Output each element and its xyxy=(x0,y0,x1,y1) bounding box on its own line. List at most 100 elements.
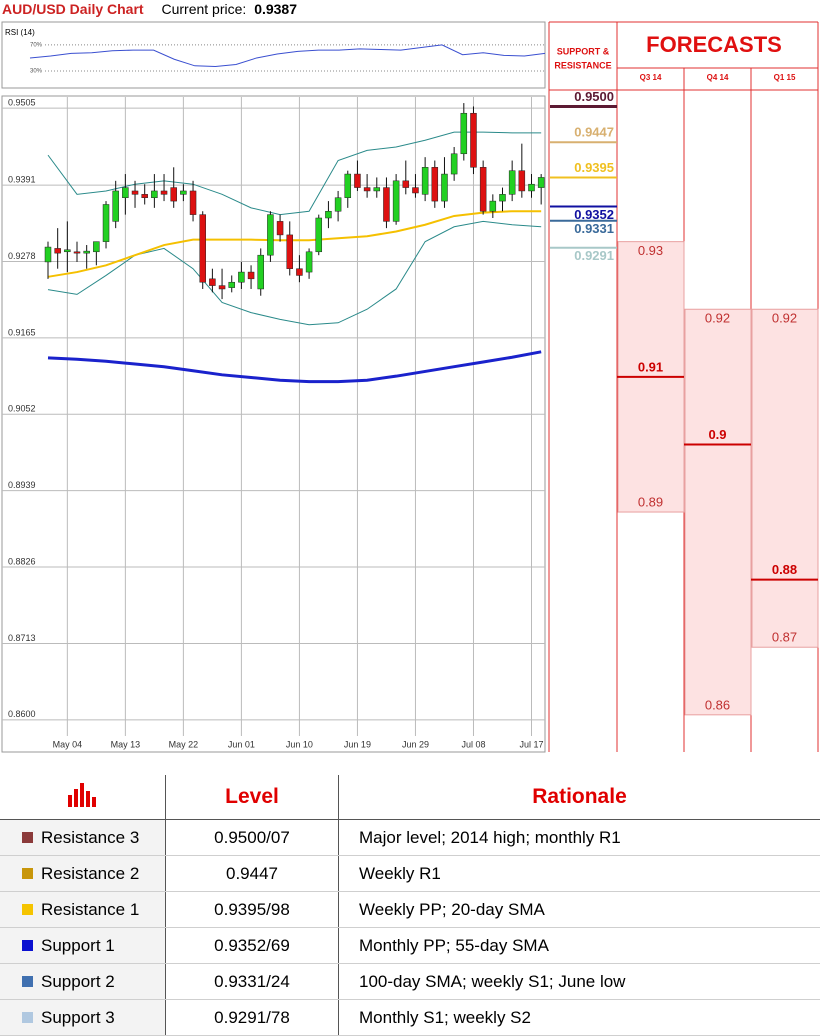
level-name-cell: Support 2 xyxy=(0,964,166,1000)
candle-body xyxy=(354,174,360,188)
candle-body xyxy=(74,252,80,253)
candle-body xyxy=(113,191,119,221)
overlay-line xyxy=(48,132,541,214)
icon-bar xyxy=(86,791,90,807)
candle-body xyxy=(393,181,399,222)
forecast-label: 0.92 xyxy=(772,311,797,326)
rsi-line xyxy=(30,45,545,67)
candle-body xyxy=(171,188,177,202)
overlay-line xyxy=(48,211,541,277)
candle-body xyxy=(64,250,70,252)
current-price: 0.9387 xyxy=(254,1,297,17)
overlays xyxy=(48,132,541,381)
icon-cell xyxy=(0,775,166,820)
color-swatch xyxy=(22,832,33,843)
level-name: Support 2 xyxy=(41,972,115,991)
candle-body xyxy=(383,188,389,222)
candle-body xyxy=(325,211,331,218)
levels-title: RESISTANCE xyxy=(554,60,611,70)
candle-body xyxy=(529,184,535,191)
title-line: AUD/USD Daily Chart Current price: 0.938… xyxy=(2,1,297,17)
rationale: 100-day SMA; weekly S1; June low xyxy=(339,964,820,1000)
level-name-cell: Resistance 2 xyxy=(0,856,166,892)
color-swatch xyxy=(22,868,33,879)
x-tick-label: Jun 10 xyxy=(286,739,313,749)
level-value: 0.9331/24 xyxy=(166,964,339,1000)
level-label: 0.9291 xyxy=(574,248,614,263)
candle-body xyxy=(335,198,341,212)
candle-body xyxy=(403,181,409,188)
forecast-label: 0.88 xyxy=(772,562,797,577)
level-name-cell: Support 3 xyxy=(0,1000,166,1036)
candle-body xyxy=(103,204,109,241)
icon-bar xyxy=(92,797,96,807)
y-tick-label: 0.8826 xyxy=(8,556,36,566)
candle-body xyxy=(499,194,505,201)
y-tick-label: 0.8600 xyxy=(8,709,36,719)
level-value: 0.9500/07 xyxy=(166,820,339,856)
icon-bar xyxy=(74,789,78,807)
candle-body xyxy=(229,282,235,287)
candle-body xyxy=(374,188,380,191)
forecast-title: FORECASTS xyxy=(646,32,782,57)
y-tick-label: 0.9052 xyxy=(8,404,36,414)
x-tick-label: May 13 xyxy=(111,739,141,749)
level-name: Resistance 2 xyxy=(41,864,139,883)
candle-body xyxy=(287,235,293,269)
candle-body xyxy=(258,255,264,289)
level-label: 0.9395 xyxy=(574,160,614,175)
rationale: Major level; 2014 high; monthly R1 xyxy=(339,820,820,856)
forecast-label: 0.9 xyxy=(708,427,726,442)
x-tick-label: Jul 17 xyxy=(519,739,543,749)
candle-body xyxy=(296,269,302,276)
levels-title: SUPPORT & xyxy=(557,46,610,56)
candle-body xyxy=(151,191,157,198)
candle-body xyxy=(509,171,515,195)
level-label: 0.9447 xyxy=(574,125,614,140)
y-tick-label: 0.9505 xyxy=(8,97,36,107)
x-tick-label: Jul 08 xyxy=(461,739,485,749)
forecast-label: 0.89 xyxy=(638,494,663,509)
y-tick-label: 0.9391 xyxy=(8,175,36,185)
x-tick-label: Jun 19 xyxy=(344,739,371,749)
y-tick-label: 30% xyxy=(30,69,43,75)
candle-body xyxy=(451,154,457,174)
price-label: Current price: xyxy=(161,1,246,17)
y-tick-label: 0.8713 xyxy=(8,633,36,643)
level-name: Resistance 3 xyxy=(41,828,139,847)
candle-body xyxy=(142,194,148,197)
candle-body xyxy=(470,113,476,167)
candle-body xyxy=(209,279,215,286)
candle-body xyxy=(364,188,370,191)
candle-body xyxy=(345,174,351,198)
header-cell: Level xyxy=(166,775,339,820)
candle-body xyxy=(422,167,428,194)
level-value: 0.9395/98 xyxy=(166,892,339,928)
candle-body xyxy=(480,167,486,211)
level-name: Support 3 xyxy=(41,1008,115,1027)
level-value: 0.9291/78 xyxy=(166,1000,339,1036)
level-value: 0.9352/69 xyxy=(166,928,339,964)
candle-body xyxy=(441,174,447,201)
y-tick-label: 70% xyxy=(30,42,43,48)
color-swatch xyxy=(22,940,33,951)
candle-body xyxy=(316,218,322,252)
level-name: Support 1 xyxy=(41,936,115,955)
candle-body xyxy=(161,191,167,194)
candle-body xyxy=(277,221,283,235)
rationale: Weekly R1 xyxy=(339,856,820,892)
forecast-label: 0.91 xyxy=(638,359,663,374)
candle-body xyxy=(55,248,61,253)
candle-body xyxy=(248,272,254,279)
candle-body xyxy=(306,252,312,272)
x-tick-label: Q3 14 xyxy=(640,73,662,82)
rsi-title: RSI (14) xyxy=(5,28,35,37)
level-name: Resistance 1 xyxy=(41,900,139,919)
x-tick-label: Jun 29 xyxy=(402,739,429,749)
